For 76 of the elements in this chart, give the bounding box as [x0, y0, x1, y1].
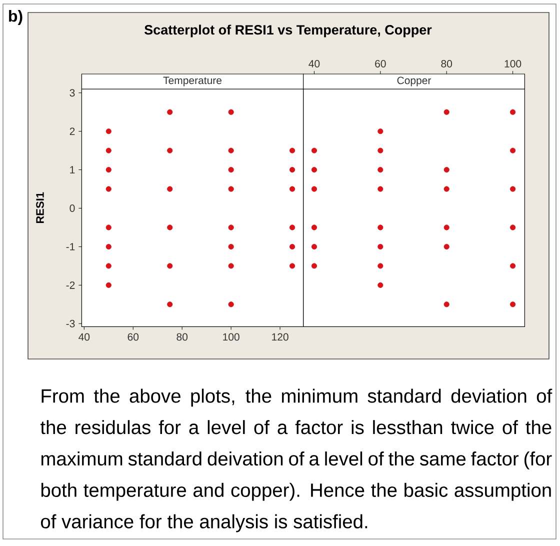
point	[228, 302, 234, 308]
y-tick-label: 3	[70, 89, 75, 97]
point	[378, 148, 384, 154]
point	[378, 224, 384, 230]
point	[510, 224, 516, 230]
y-tick-label: 2	[70, 128, 75, 135]
x-tick-label: 60	[128, 333, 139, 341]
point	[106, 166, 112, 173]
x-tick-label: 40	[308, 60, 320, 68]
point	[444, 224, 450, 230]
point	[510, 302, 516, 308]
point	[167, 148, 173, 154]
point	[228, 186, 234, 192]
point	[228, 148, 234, 154]
y-tick-label: 1	[70, 166, 75, 174]
text: b)	[9, 10, 22, 25]
point	[289, 148, 296, 154]
chart-title: Scatterplot of RESI1 vs Temperature, Copper	[144, 24, 432, 38]
point	[444, 302, 450, 308]
point	[228, 166, 234, 173]
x-tick-label: 100	[223, 333, 240, 341]
point	[106, 128, 112, 134]
point	[444, 244, 450, 250]
point	[167, 263, 173, 269]
point	[510, 263, 516, 269]
y-tick-label: 0	[70, 204, 75, 212]
point	[106, 224, 112, 230]
point	[444, 109, 450, 115]
point	[510, 109, 516, 115]
point	[289, 244, 296, 250]
point	[289, 166, 296, 173]
point	[167, 186, 173, 192]
x-tick-label: 80	[176, 333, 188, 341]
point	[311, 166, 318, 173]
point	[167, 109, 173, 115]
y-tick-label: -1	[66, 243, 75, 250]
point	[311, 224, 318, 230]
x-tick-label: 100	[504, 60, 522, 68]
point	[106, 282, 112, 288]
x-tick-label: 60	[375, 60, 386, 68]
point	[289, 263, 296, 269]
point	[378, 282, 384, 288]
point	[444, 186, 450, 192]
point	[378, 128, 384, 134]
y-tick-label: -3	[66, 320, 75, 328]
text: From the above plots, the minimum standard deviation of the residulas for a level of a factor is lessthan twice of the maximum standard deivation of a level of the same factor (for both temperature and copper). Hence the basic assumption of variance for the analysis is satisfied.	[40, 388, 552, 532]
point	[106, 244, 112, 250]
point	[106, 148, 112, 154]
point	[311, 186, 318, 192]
x-tick-label: 120	[272, 333, 288, 341]
point	[378, 166, 384, 173]
point	[228, 109, 234, 115]
point	[378, 244, 384, 250]
point	[510, 186, 516, 192]
point	[289, 224, 296, 230]
point	[228, 244, 234, 250]
y-axis-title: RESI1	[36, 192, 44, 224]
point	[510, 148, 516, 154]
point	[167, 302, 173, 308]
point	[311, 148, 318, 154]
point	[228, 263, 234, 269]
x-tick-label: 40	[78, 333, 90, 341]
point	[289, 186, 296, 192]
point	[378, 263, 384, 269]
x-tick-label: 80	[441, 60, 452, 68]
point	[378, 186, 384, 192]
chart-subtitle: Temperature	[163, 76, 222, 86]
point	[444, 166, 450, 173]
point	[106, 186, 112, 192]
point	[228, 224, 234, 230]
point	[167, 224, 173, 230]
chart-subtitle: Copper	[397, 76, 432, 86]
point	[106, 263, 112, 269]
y-tick-label: -2	[66, 282, 75, 289]
point	[311, 263, 318, 269]
point	[311, 244, 318, 250]
